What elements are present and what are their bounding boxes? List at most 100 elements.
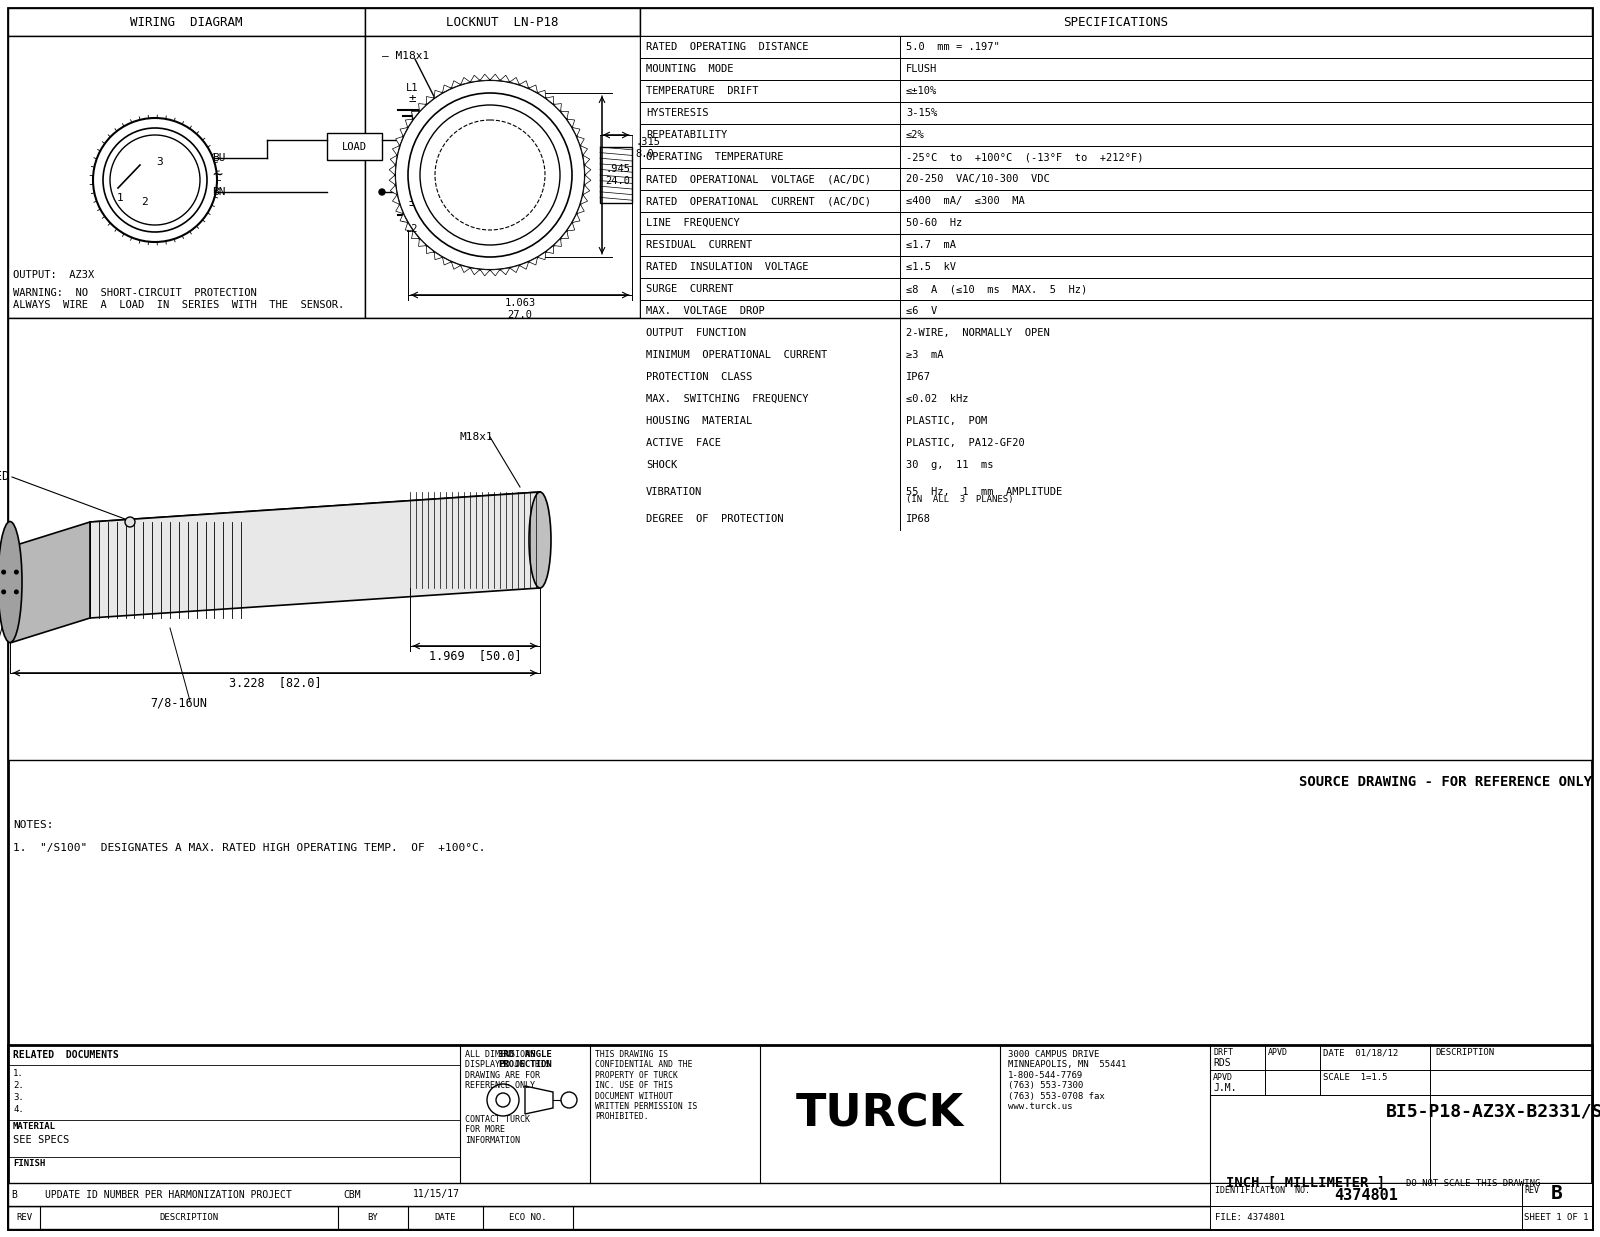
Text: REV: REV [1523,1186,1539,1195]
Text: DEGREE  OF  PROTECTION: DEGREE OF PROTECTION [646,515,784,524]
Bar [365,7,640,36]
Bar [640,190,1592,212]
Polygon shape [510,266,520,272]
Text: SEE SPECS: SEE SPECS [13,1136,69,1145]
Polygon shape [451,80,461,88]
Polygon shape [411,111,419,119]
Text: .945
24.0: .945 24.0 [605,165,630,186]
Polygon shape [490,270,499,276]
Text: ≤2%: ≤2% [906,130,925,140]
Text: 11/15/17: 11/15/17 [413,1190,461,1200]
Text: DESCRIPTION: DESCRIPTION [1435,1048,1494,1056]
Bar [8,1206,1592,1230]
Text: DRFT: DRFT [1213,1048,1234,1056]
Polygon shape [525,1086,554,1115]
Text: SCALE  1=1.5: SCALE 1=1.5 [1323,1072,1387,1082]
Text: MATERIAL: MATERIAL [13,1122,56,1131]
Polygon shape [443,257,451,265]
Polygon shape [584,174,590,184]
Text: BI5-P18-AZ3X-B2331/S100: BI5-P18-AZ3X-B2331/S100 [1386,1103,1600,1121]
Text: OPERATING  TEMPERATURE: OPERATING TEMPERATURE [646,152,784,162]
Polygon shape [427,96,434,104]
Text: UPDATE ID NUMBER PER HARMONIZATION PROJECT: UPDATE ID NUMBER PER HARMONIZATION PROJE… [45,1190,291,1200]
Bar [1210,1206,1522,1230]
Text: INCH [ MILLIMETER ]: INCH [ MILLIMETER ] [1226,1176,1386,1190]
Text: ALL DIMENSIONS
DISPLAYED ON THIS
DRAWING ARE FOR
REFERENCE ONLY: ALL DIMENSIONS DISPLAYED ON THIS DRAWING… [466,1050,550,1090]
Circle shape [408,93,573,257]
Text: RELATED  DOCUMENTS: RELATED DOCUMENTS [13,1050,118,1060]
Polygon shape [400,214,408,223]
Polygon shape [582,184,590,194]
Text: RATED  OPERATIONAL  CURRENT  (AC/DC): RATED OPERATIONAL CURRENT (AC/DC) [646,195,870,207]
Polygon shape [390,184,397,194]
Text: 1.969  [50.0]: 1.969 [50.0] [429,649,522,662]
Text: APVD: APVD [1213,1072,1234,1082]
Bar [640,409,1592,432]
Text: ≥3  mA: ≥3 mA [906,350,944,360]
Polygon shape [405,119,413,127]
Circle shape [562,1092,578,1108]
Polygon shape [566,223,574,231]
Text: SOURCE DRAWING - FOR REFERENCE ONLY: SOURCE DRAWING - FOR REFERENCE ONLY [1299,776,1592,789]
Text: 2.: 2. [13,1081,24,1090]
Circle shape [2,569,6,575]
Polygon shape [10,522,90,643]
Text: RATED  INSULATION  VOLTAGE: RATED INSULATION VOLTAGE [646,262,808,272]
Text: APVD: APVD [1267,1048,1288,1056]
Text: 1: 1 [117,193,123,203]
Polygon shape [392,194,400,204]
Bar [640,476,1592,508]
Text: WIRING  DIAGRAM: WIRING DIAGRAM [130,16,243,28]
Polygon shape [538,252,546,260]
Text: 30  g,  11  ms: 30 g, 11 ms [906,460,994,470]
Polygon shape [582,156,590,165]
Polygon shape [538,90,546,98]
Bar [600,147,632,203]
Text: 7/8-16UN: 7/8-16UN [150,696,206,710]
Bar [640,432,1592,454]
Bar [1210,1183,1522,1206]
Text: IDENTIFICATION  NO.: IDENTIFICATION NO. [1214,1186,1310,1195]
Text: L2: L2 [406,224,418,234]
Text: ≤400  mA/  ≤300  MA: ≤400 mA/ ≤300 MA [906,195,1024,207]
Text: 3000 CAMPUS DRIVE
MINNEAPOLIS, MN  55441
1-800-544-7769
(763) 553-7300
(763) 553: 3000 CAMPUS DRIVE MINNEAPOLIS, MN 55441 … [1008,1050,1126,1111]
Text: ±: ± [408,92,416,104]
Polygon shape [510,78,520,84]
Text: BY: BY [368,1213,378,1222]
Bar [640,344,1592,366]
Text: LOCKNUT  LN-P18: LOCKNUT LN-P18 [446,16,558,28]
Text: DO NOT SCALE THIS DRAWING: DO NOT SCALE THIS DRAWING [1406,1179,1541,1188]
Bar [326,134,382,160]
Text: HYSTERESIS: HYSTERESIS [646,108,709,118]
Polygon shape [520,80,528,88]
Text: 3RD  ANGLE
PROJECTION: 3RD ANGLE PROJECTION [498,1050,552,1070]
Polygon shape [90,492,541,552]
Text: M18x1: M18x1 [461,432,494,442]
Polygon shape [566,119,574,127]
Circle shape [110,135,200,225]
Polygon shape [470,268,480,275]
Polygon shape [90,492,541,618]
Bar [8,36,365,318]
Polygon shape [405,223,413,231]
Text: MINIMUM  OPERATIONAL  CURRENT: MINIMUM OPERATIONAL CURRENT [646,350,827,360]
Text: ≤±10%: ≤±10% [906,87,938,96]
Polygon shape [584,165,590,174]
Polygon shape [419,104,427,111]
Text: L1: L1 [406,83,418,93]
Text: 50-60  Hz: 50-60 Hz [906,218,962,228]
Text: VIBRATION: VIBRATION [646,487,702,497]
Polygon shape [451,262,461,270]
Bar [640,58,1592,80]
Text: 4374801: 4374801 [1334,1188,1398,1204]
Bar [640,508,1592,529]
Circle shape [102,127,206,233]
Polygon shape [395,136,403,146]
Polygon shape [520,262,528,270]
Circle shape [2,589,6,595]
Text: 1.: 1. [13,1069,24,1077]
Text: FILE: 4374801: FILE: 4374801 [1214,1213,1285,1222]
Polygon shape [470,75,480,82]
Polygon shape [480,270,490,276]
Text: FINISH: FINISH [13,1159,45,1168]
